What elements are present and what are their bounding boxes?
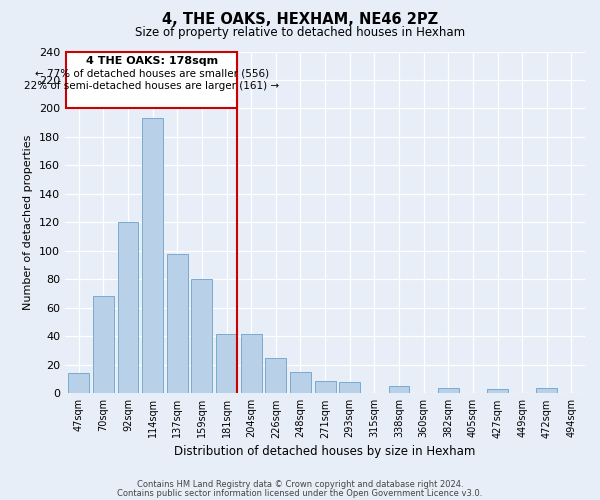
Bar xyxy=(536,388,557,394)
Bar xyxy=(314,380,335,394)
Bar xyxy=(167,254,188,394)
Bar xyxy=(142,118,163,394)
FancyBboxPatch shape xyxy=(67,52,237,108)
Bar xyxy=(290,372,311,394)
Text: Contains HM Land Registry data © Crown copyright and database right 2024.: Contains HM Land Registry data © Crown c… xyxy=(137,480,463,489)
Bar xyxy=(68,374,89,394)
Bar xyxy=(265,358,286,394)
Text: 22% of semi-detached houses are larger (161) →: 22% of semi-detached houses are larger (… xyxy=(24,82,279,92)
Text: ← 77% of detached houses are smaller (556): ← 77% of detached houses are smaller (55… xyxy=(35,68,269,78)
Bar xyxy=(389,386,409,394)
X-axis label: Distribution of detached houses by size in Hexham: Distribution of detached houses by size … xyxy=(175,444,476,458)
Bar xyxy=(93,296,114,394)
Bar xyxy=(241,334,262,394)
Bar xyxy=(118,222,139,394)
Bar xyxy=(216,334,237,394)
Text: Size of property relative to detached houses in Hexham: Size of property relative to detached ho… xyxy=(135,26,465,39)
Y-axis label: Number of detached properties: Number of detached properties xyxy=(23,134,34,310)
Text: Contains public sector information licensed under the Open Government Licence v3: Contains public sector information licen… xyxy=(118,488,482,498)
Text: 4, THE OAKS, HEXHAM, NE46 2PZ: 4, THE OAKS, HEXHAM, NE46 2PZ xyxy=(162,12,438,28)
Bar xyxy=(487,389,508,394)
Bar xyxy=(438,388,459,394)
Bar xyxy=(191,280,212,394)
Bar xyxy=(339,382,360,394)
Text: 4 THE OAKS: 178sqm: 4 THE OAKS: 178sqm xyxy=(86,56,218,66)
